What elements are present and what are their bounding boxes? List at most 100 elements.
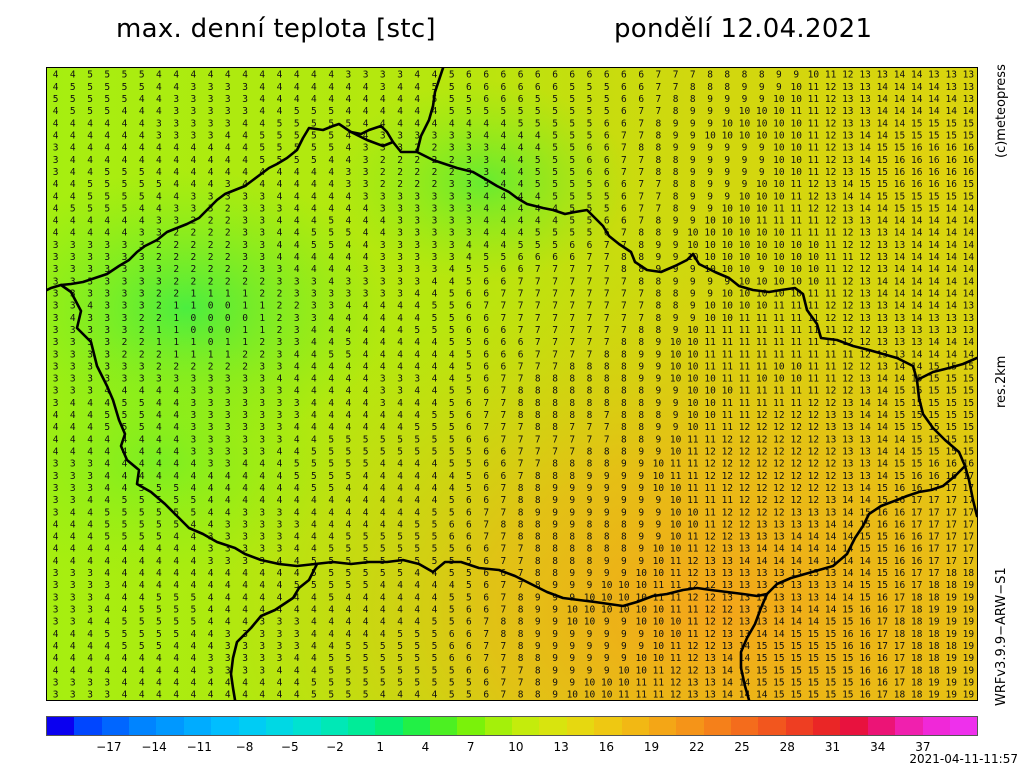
svg-text:7: 7 (604, 410, 610, 421)
svg-text:16: 16 (877, 605, 889, 616)
svg-text:8: 8 (552, 386, 558, 397)
svg-text:4: 4 (294, 434, 300, 445)
svg-text:8: 8 (552, 374, 558, 385)
svg-text:2: 2 (432, 167, 438, 178)
svg-text:9: 9 (724, 106, 730, 117)
svg-text:11: 11 (808, 228, 820, 239)
svg-text:5: 5 (294, 155, 300, 166)
svg-text:3: 3 (53, 507, 59, 518)
svg-text:4: 4 (277, 459, 283, 470)
svg-text:19: 19 (945, 665, 957, 676)
svg-text:8: 8 (518, 483, 524, 494)
svg-text:10: 10 (773, 361, 785, 372)
svg-text:10: 10 (790, 167, 802, 178)
svg-text:7: 7 (483, 507, 489, 518)
svg-text:13: 13 (842, 143, 853, 154)
svg-text:4: 4 (70, 313, 76, 324)
svg-text:5: 5 (122, 410, 128, 421)
svg-text:4: 4 (156, 556, 162, 567)
svg-text:12: 12 (739, 519, 750, 530)
svg-text:4: 4 (70, 143, 76, 154)
svg-text:4: 4 (139, 665, 145, 676)
svg-text:12: 12 (687, 580, 698, 591)
svg-text:16: 16 (928, 471, 940, 482)
svg-text:6: 6 (518, 94, 524, 105)
svg-text:16: 16 (877, 592, 889, 603)
svg-text:12: 12 (808, 191, 819, 202)
svg-text:7: 7 (569, 276, 575, 287)
svg-text:4: 4 (501, 216, 507, 227)
svg-text:9: 9 (621, 568, 627, 579)
svg-text:19: 19 (963, 629, 975, 640)
svg-text:4: 4 (414, 495, 420, 506)
svg-text:3: 3 (311, 301, 317, 312)
svg-text:5: 5 (328, 131, 334, 142)
svg-text:9: 9 (587, 507, 593, 518)
svg-text:4: 4 (173, 422, 179, 433)
svg-text:4: 4 (139, 653, 145, 664)
svg-text:4: 4 (311, 94, 317, 105)
svg-text:9: 9 (776, 82, 782, 93)
svg-text:8: 8 (569, 361, 575, 372)
svg-text:7: 7 (587, 313, 593, 324)
svg-text:8: 8 (569, 459, 575, 470)
svg-text:4: 4 (518, 131, 524, 142)
svg-text:6: 6 (604, 179, 610, 190)
svg-text:11: 11 (704, 495, 716, 506)
svg-text:4: 4 (122, 386, 128, 397)
svg-text:14: 14 (877, 410, 889, 421)
svg-text:4: 4 (380, 361, 386, 372)
svg-text:3: 3 (294, 398, 300, 409)
svg-text:5: 5 (104, 629, 110, 640)
svg-text:4: 4 (449, 580, 455, 591)
svg-text:15: 15 (825, 629, 836, 640)
svg-text:10: 10 (601, 580, 613, 591)
svg-text:7: 7 (501, 374, 507, 385)
svg-text:6: 6 (535, 82, 541, 93)
svg-text:5: 5 (414, 532, 420, 543)
svg-text:4: 4 (311, 410, 317, 421)
svg-text:10: 10 (601, 592, 613, 603)
svg-text:6: 6 (466, 653, 472, 664)
svg-text:9: 9 (604, 471, 610, 482)
svg-text:11: 11 (653, 677, 665, 688)
color-scale-cell (375, 717, 403, 735)
svg-text:5: 5 (277, 131, 283, 142)
svg-text:6: 6 (587, 240, 593, 251)
svg-text:12: 12 (808, 410, 819, 421)
svg-text:14: 14 (877, 203, 889, 214)
svg-text:4: 4 (328, 361, 334, 372)
svg-text:9: 9 (724, 143, 730, 154)
svg-text:11: 11 (790, 179, 802, 190)
svg-text:4: 4 (501, 155, 507, 166)
svg-text:11: 11 (790, 301, 802, 312)
svg-text:5: 5 (328, 216, 334, 227)
svg-text:5: 5 (552, 240, 558, 251)
svg-text:19: 19 (945, 690, 957, 700)
svg-text:5: 5 (156, 483, 162, 494)
svg-text:10: 10 (722, 252, 734, 263)
svg-text:12: 12 (704, 471, 715, 482)
svg-text:19: 19 (963, 617, 975, 628)
svg-text:9: 9 (690, 143, 696, 154)
svg-text:3: 3 (277, 361, 283, 372)
svg-text:6: 6 (483, 447, 489, 458)
svg-text:2: 2 (432, 179, 438, 190)
svg-text:9: 9 (604, 495, 610, 506)
svg-text:4: 4 (501, 240, 507, 251)
svg-text:3: 3 (414, 131, 420, 142)
svg-text:4: 4 (294, 252, 300, 263)
svg-text:1: 1 (208, 349, 214, 360)
svg-text:9: 9 (759, 143, 765, 154)
svg-text:5: 5 (346, 349, 352, 360)
svg-text:3: 3 (449, 252, 455, 263)
svg-text:15: 15 (911, 398, 922, 409)
svg-text:9: 9 (656, 361, 662, 372)
svg-text:9: 9 (569, 483, 575, 494)
svg-text:14: 14 (963, 349, 975, 360)
svg-text:3: 3 (414, 374, 420, 385)
svg-text:10: 10 (790, 118, 802, 129)
svg-text:4: 4 (432, 337, 438, 348)
svg-text:4: 4 (414, 337, 420, 348)
svg-text:7: 7 (518, 665, 524, 676)
